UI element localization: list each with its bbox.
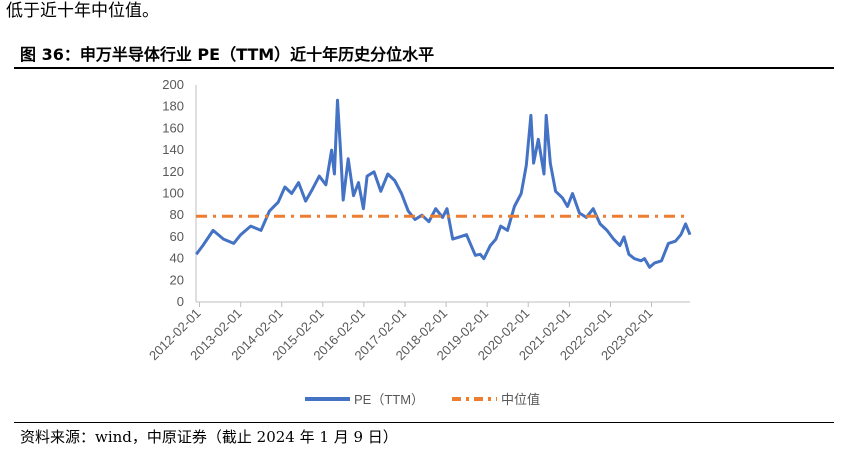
y-tick-label: 100 bbox=[162, 186, 184, 201]
y-tick-label: 60 bbox=[170, 229, 184, 244]
y-tick-label: 120 bbox=[162, 164, 184, 179]
figure-title: 图 36：申万半导体行业 PE（TTM）近十年历史分位水平 bbox=[20, 45, 435, 64]
y-tick-label: 80 bbox=[170, 207, 184, 222]
legend-label-pe: PE（TTM） bbox=[354, 392, 424, 407]
y-tick-label: 160 bbox=[162, 120, 184, 135]
plot-area bbox=[195, 98, 692, 269]
chart-legend: PE（TTM） 中位值 bbox=[305, 392, 540, 407]
series-line-pe bbox=[195, 98, 692, 269]
source-note: 资料来源：wind，中原证券（截止 2024 年 1 月 9 日） bbox=[20, 428, 398, 446]
y-tick-label: 40 bbox=[170, 251, 184, 266]
y-axis: 0 20 40 60 80 100 120 140 160 180 200 bbox=[162, 77, 197, 309]
x-axis: 2012-02-012013-02-012014-02-012015-02-01… bbox=[146, 301, 690, 363]
legend-label-median: 中位值 bbox=[501, 392, 540, 407]
intro-text: 低于近十年中位值。 bbox=[6, 1, 159, 21]
y-tick-label: 20 bbox=[170, 272, 184, 287]
y-tick-label: 180 bbox=[162, 99, 184, 114]
source-divider bbox=[14, 422, 834, 423]
y-tick-label: 200 bbox=[162, 77, 184, 92]
y-tick-label: 0 bbox=[177, 294, 184, 309]
y-tick-label: 140 bbox=[162, 142, 184, 157]
title-divider bbox=[14, 67, 834, 69]
